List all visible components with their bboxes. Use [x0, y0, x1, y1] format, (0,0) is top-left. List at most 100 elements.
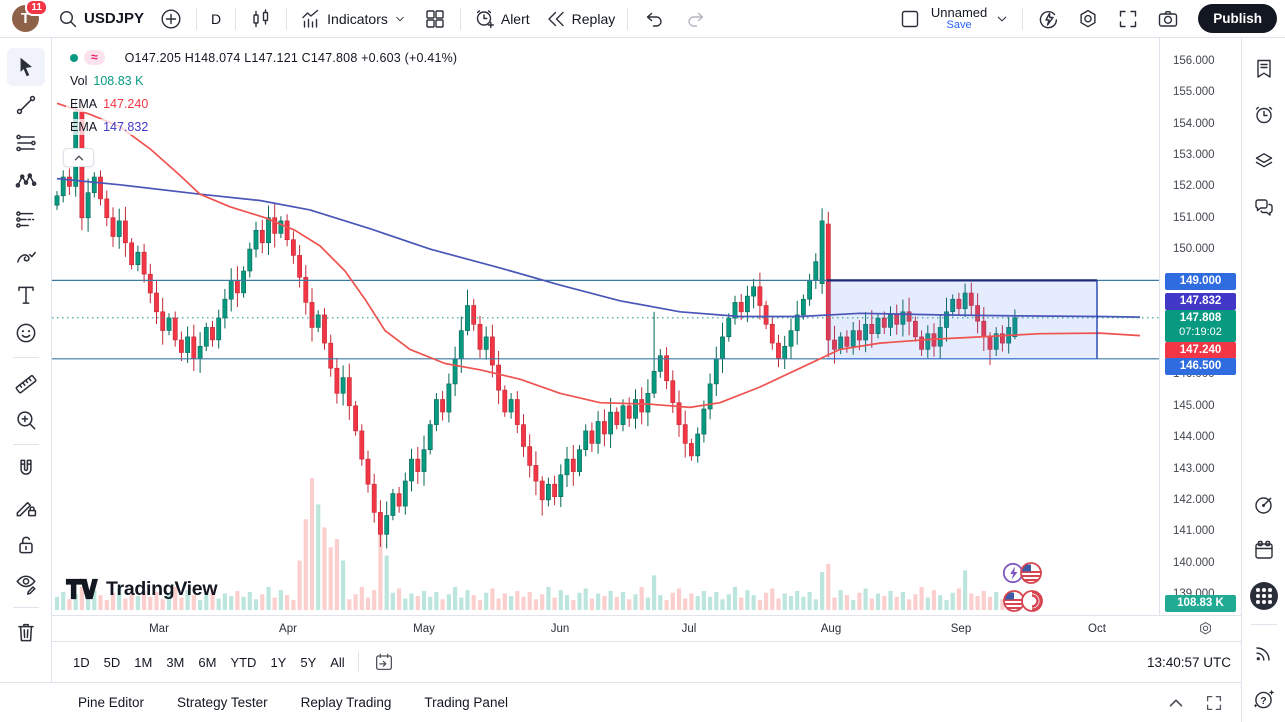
- delayed-data-badge[interactable]: ≈: [84, 50, 105, 65]
- panel-expand-chevron-icon[interactable]: [1165, 692, 1187, 714]
- replay-button[interactable]: Replay: [537, 3, 623, 35]
- legend-collapse-button[interactable]: [63, 148, 94, 167]
- layout-chevron-icon[interactable]: [993, 10, 1011, 28]
- sidebar-calendar-button[interactable]: [1244, 528, 1284, 574]
- range-button-1y[interactable]: 1Y: [263, 650, 293, 675]
- toolbar-divider: [286, 7, 288, 30]
- zoom-in-tool[interactable]: [7, 401, 45, 439]
- price-label-badge: 147.808 07:19:02: [1165, 309, 1236, 342]
- sidebar-apps-grid-button[interactable]: [1244, 573, 1284, 619]
- price-tick: 153.000: [1173, 149, 1215, 162]
- range-button-5d[interactable]: 5D: [97, 650, 128, 675]
- save-layout-label[interactable]: Save: [946, 18, 972, 31]
- bottom-panel: Pine Editor Strategy Tester Replay Trading…: [0, 682, 1241, 722]
- panel-tab-replay-trading[interactable]: Replay Trading: [300, 695, 392, 710]
- publish-button[interactable]: Publish: [1198, 4, 1277, 33]
- compare-add-icon[interactable]: [159, 7, 183, 31]
- price-label-badge: 147.240: [1165, 341, 1236, 359]
- price-chart-canvas[interactable]: [52, 38, 1159, 615]
- panel-maximize-icon[interactable]: [1203, 692, 1225, 714]
- range-button-ytd[interactable]: YTD: [223, 650, 263, 675]
- price-tick: 151.000: [1173, 211, 1215, 224]
- screenshot-camera-icon[interactable]: [1156, 7, 1180, 31]
- range-button-1m[interactable]: 1M: [127, 650, 159, 675]
- sidebar-ideas-target-button[interactable]: [1244, 482, 1284, 528]
- price-axis[interactable]: 156.000 155.000 154.000 153.000 152.000 151.0…: [1159, 38, 1241, 615]
- sidebar-watchlist-button[interactable]: [1244, 46, 1284, 92]
- go-to-date-icon[interactable]: [373, 651, 395, 673]
- chart-style-icon[interactable]: [249, 7, 273, 31]
- redo-icon[interactable]: [684, 7, 708, 31]
- indicators-label: Indicators: [327, 10, 388, 27]
- lock-all-icon: [13, 532, 39, 558]
- alert-label: Alert: [500, 10, 530, 27]
- hide-drawings-tool[interactable]: [7, 564, 45, 602]
- indicators-button[interactable]: Indicators: [292, 3, 415, 35]
- fib-retracement-tool[interactable]: [7, 124, 45, 162]
- tradingview-watermark[interactable]: TradingView: [65, 577, 218, 601]
- range-button-3m[interactable]: 3M: [159, 650, 191, 675]
- xabcd-pattern-tool[interactable]: [7, 162, 45, 200]
- lock-all-tool[interactable]: [7, 526, 45, 564]
- price-tick: 152.000: [1173, 180, 1215, 193]
- sidebar-chat-button[interactable]: [1244, 184, 1284, 230]
- projection-tool[interactable]: [7, 200, 45, 238]
- legend-ema-slow-row[interactable]: EMA 147.832: [66, 119, 153, 135]
- quick-search-icon[interactable]: [1036, 7, 1060, 31]
- undo-icon[interactable]: [642, 7, 666, 31]
- fib-retracement-icon: [13, 130, 39, 156]
- sidebar-alerts-clock-button[interactable]: [1244, 92, 1284, 138]
- panel-tab-pine-editor[interactable]: Pine Editor: [78, 695, 145, 710]
- projection-icon: [13, 206, 39, 232]
- legend-ema-fast-row[interactable]: EMA 147.240: [66, 96, 153, 112]
- sidebar-layers-button[interactable]: [1244, 138, 1284, 184]
- range-button-all[interactable]: All: [323, 650, 351, 675]
- axis-settings-gear-icon[interactable]: [1197, 620, 1214, 637]
- range-button-1d[interactable]: 1D: [66, 650, 97, 675]
- magnet-tool[interactable]: [7, 450, 45, 488]
- sidebar-help-sparkle-button[interactable]: ?: [1244, 676, 1284, 722]
- range-button-5y[interactable]: 5Y: [293, 650, 323, 675]
- remove-drawings-tool[interactable]: [7, 613, 45, 651]
- range-button-6m[interactable]: 6M: [191, 650, 223, 675]
- ruler-tool[interactable]: [7, 363, 45, 401]
- ema-fast-value: 147.240: [103, 97, 149, 111]
- panel-tab-strategy-tester[interactable]: Strategy Tester: [177, 695, 268, 710]
- text-tool-tool[interactable]: [7, 276, 45, 314]
- chevron-down-icon: [392, 11, 408, 27]
- alert-button[interactable]: Alert: [466, 3, 537, 35]
- toolbar-divider: [12, 444, 39, 445]
- toolbar-divider: [1022, 7, 1024, 30]
- sidebar-news-signal-button[interactable]: [1244, 630, 1284, 676]
- user-avatar[interactable]: T 11: [12, 0, 48, 32]
- layout-name: Unnamed: [930, 4, 988, 20]
- time-tick-aug: Aug: [820, 622, 842, 635]
- zoom-in-icon: [13, 407, 39, 433]
- interval-button[interactable]: D: [202, 7, 230, 31]
- toolbar-divider: [459, 7, 461, 30]
- layout-select-icon[interactable]: [898, 7, 922, 31]
- time-axis[interactable]: Mar Apr May Jun Jul Aug Sep Oct: [52, 615, 1241, 641]
- cursor-tool[interactable]: [6, 48, 45, 86]
- volume-label: Vol: [70, 74, 88, 88]
- legend-volume-row[interactable]: Vol 108.83 K: [66, 73, 148, 89]
- remove-drawings-icon: [13, 619, 39, 645]
- economic-event-flags[interactable]: [1001, 559, 1053, 615]
- clock-utc[interactable]: 13:40:57 UTC: [1146, 654, 1231, 670]
- emoji-tool[interactable]: [7, 314, 45, 352]
- legend-main-row[interactable]: ≈ O147.205 H148.074 L147.121 C147.808 +0…: [66, 49, 462, 66]
- brush-tool[interactable]: [7, 238, 45, 276]
- grid-layout-icon[interactable]: [423, 7, 447, 31]
- symbol-search-button[interactable]: USDJPY: [49, 3, 151, 35]
- settings-gear-icon[interactable]: [1076, 7, 1100, 31]
- panel-tab-trading-panel[interactable]: Trading Panel: [424, 695, 508, 710]
- trend-line-tool[interactable]: [7, 86, 45, 124]
- date-range-buttons: 1D 5D 1M 3M 6M YTD 1Y 5Y All: [66, 650, 352, 675]
- toolbar-divider: [12, 357, 39, 358]
- chart-pane[interactable]: ≈ O147.205 H148.074 L147.121 C147.808 +0…: [52, 38, 1159, 615]
- fullscreen-icon[interactable]: [1116, 7, 1140, 31]
- top-toolbar: T 11 USDJPY D Indicators Alert Replay: [0, 0, 1285, 38]
- drawing-mode-lock-tool[interactable]: [7, 488, 45, 526]
- layout-name-button[interactable]: Unnamed Save: [931, 6, 987, 31]
- price-label-badge: 108.83 K: [1165, 594, 1236, 612]
